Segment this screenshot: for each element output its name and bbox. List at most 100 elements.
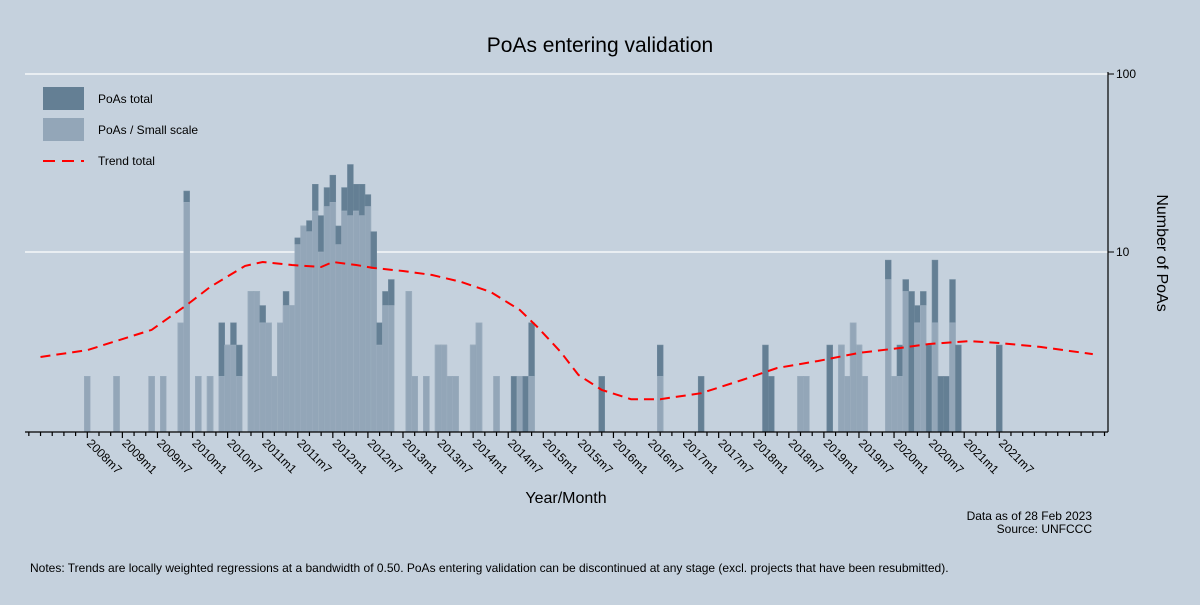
- bar-total: [937, 376, 945, 433]
- bar-small-scale: [183, 202, 190, 433]
- bar-small-scale: [177, 322, 185, 433]
- bar-small-scale: [236, 376, 243, 433]
- bar-small-scale: [855, 344, 863, 433]
- x-tick-label: 2009m7: [154, 436, 195, 477]
- source: Source: UNFCCC: [997, 522, 1093, 536]
- bar-small-scale: [440, 344, 448, 433]
- bar-small-scale: [493, 376, 500, 433]
- bar-total: [598, 376, 605, 433]
- bar-small-scale: [195, 376, 202, 433]
- bar-small-scale: [282, 305, 290, 433]
- bar-small-scale: [323, 206, 331, 433]
- x-tick-label: 2020m1: [891, 436, 932, 477]
- bar-total: [510, 376, 518, 433]
- bar-small-scale: [452, 376, 459, 433]
- bar-small-scale: [288, 305, 296, 433]
- bar-small-scale: [113, 376, 120, 433]
- legend-label-small: PoAs / Small scale: [98, 123, 198, 137]
- bar-small-scale: [528, 376, 535, 433]
- y-axis-label: Number of PoAs: [1153, 194, 1170, 311]
- bar-total: [925, 344, 933, 433]
- bar-total: [762, 344, 769, 433]
- bar-small-scale: [353, 210, 360, 433]
- bar-small-scale: [341, 210, 348, 433]
- bar-small-scale: [890, 376, 898, 433]
- bar-small-scale: [914, 322, 921, 433]
- bar-small-scale: [335, 244, 342, 433]
- bar-small-scale: [902, 291, 909, 433]
- legend-swatch-total: [43, 87, 84, 110]
- bar-small-scale: [253, 291, 261, 433]
- bar-total: [697, 376, 705, 433]
- legend: PoAs total PoAs / Small scale Trend tota…: [43, 87, 198, 168]
- bar-small-scale: [224, 344, 231, 433]
- bar-small-scale: [84, 376, 91, 433]
- legend-label-total: PoAs total: [98, 92, 153, 106]
- bar-small-scale: [469, 344, 477, 433]
- x-tick-label: 2009m1: [119, 436, 160, 477]
- bars: [84, 164, 1003, 433]
- bar-small-scale: [306, 231, 313, 433]
- bar-small-scale: [277, 322, 284, 433]
- bar-small-scale: [358, 215, 366, 433]
- y-tick-label: 100: [1116, 67, 1136, 81]
- bar-small-scale: [329, 202, 337, 433]
- x-tick-label: 2015m1: [540, 436, 581, 477]
- x-tick-label: 2013m1: [400, 436, 441, 477]
- bar-small-scale: [148, 376, 155, 433]
- bar-small-scale: [312, 210, 319, 433]
- bar-small-scale: [247, 291, 255, 433]
- x-tick-label: 2017m7: [716, 436, 757, 477]
- x-tick-label: 2017m1: [680, 436, 721, 477]
- x-tick-label: 2014m1: [470, 436, 511, 477]
- bar-small-scale: [160, 376, 167, 433]
- legend-swatch-small: [43, 118, 84, 141]
- bar-total: [955, 344, 962, 433]
- bar-small-scale: [259, 322, 266, 433]
- bar-total: [908, 291, 915, 433]
- bar-small-scale: [949, 322, 956, 433]
- bar-small-scale: [838, 344, 845, 433]
- bar-small-scale: [861, 376, 869, 433]
- bar-total: [768, 376, 775, 433]
- bar-small-scale: [885, 279, 892, 433]
- x-tick-label: 2010m7: [224, 436, 265, 477]
- x-tick-label: 2015m7: [575, 436, 616, 477]
- x-tick-label: 2020m7: [926, 436, 967, 477]
- x-tick-label: 2011m1: [260, 436, 300, 476]
- bar-small-scale: [516, 376, 524, 433]
- bar-small-scale: [657, 376, 664, 433]
- bar-small-scale: [423, 376, 430, 433]
- bar-small-scale: [931, 322, 939, 433]
- x-tick-label: 2018m1: [751, 436, 792, 477]
- x-tick-label: 2021m7: [996, 436, 1037, 477]
- bar-small-scale: [265, 322, 272, 433]
- x-tick-label: 2011m7: [295, 436, 335, 476]
- x-tick-label: 2008m7: [84, 436, 125, 477]
- x-tick-label: 2012m1: [330, 436, 371, 477]
- x-tick-label: 2021m1: [961, 436, 1002, 477]
- bar-small-scale: [382, 305, 389, 433]
- bar-small-scale: [364, 206, 372, 433]
- x-tick-label: 2013m7: [435, 436, 476, 477]
- bar-small-scale: [849, 322, 857, 433]
- x-tick-label: 2019m1: [821, 436, 862, 477]
- bar-small-scale: [411, 376, 418, 433]
- bar-small-scale: [294, 244, 301, 433]
- bar-small-scale: [271, 376, 278, 433]
- bar-small-scale: [803, 376, 810, 433]
- bar-small-scale: [206, 376, 214, 433]
- bar-small-scale: [446, 376, 453, 433]
- bar-total: [996, 344, 1003, 433]
- y-tick-label: 10: [1116, 245, 1130, 259]
- bar-small-scale: [230, 344, 237, 433]
- x-tick-label: 2014m7: [505, 436, 546, 477]
- x-tick-label: 2012m7: [365, 436, 406, 477]
- chart-title: PoAs entering validation: [487, 34, 713, 57]
- bar-small-scale: [920, 305, 927, 433]
- bar-small-scale: [300, 225, 307, 433]
- bar-small-scale: [475, 322, 483, 433]
- data-date: Data as of 28 Feb 2023: [967, 509, 1093, 523]
- bar-small-scale: [797, 376, 804, 433]
